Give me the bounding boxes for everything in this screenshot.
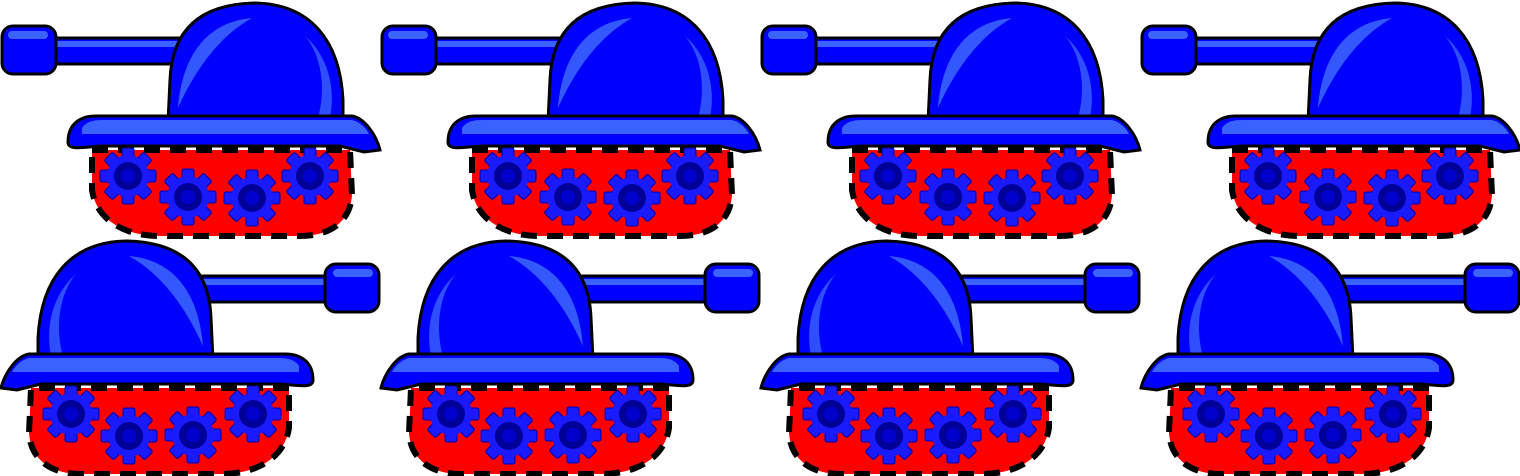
tank-frame-8 — [1141, 241, 1519, 474]
tank-frame-2 — [382, 3, 760, 236]
tank-frame-4 — [1142, 3, 1520, 236]
tank-frame-6 — [381, 241, 759, 474]
tank-frame-1 — [2, 3, 380, 236]
tank-frame-3 — [762, 3, 1140, 236]
tank-frame-5 — [1, 241, 379, 474]
tank-frame-7 — [761, 241, 1139, 474]
